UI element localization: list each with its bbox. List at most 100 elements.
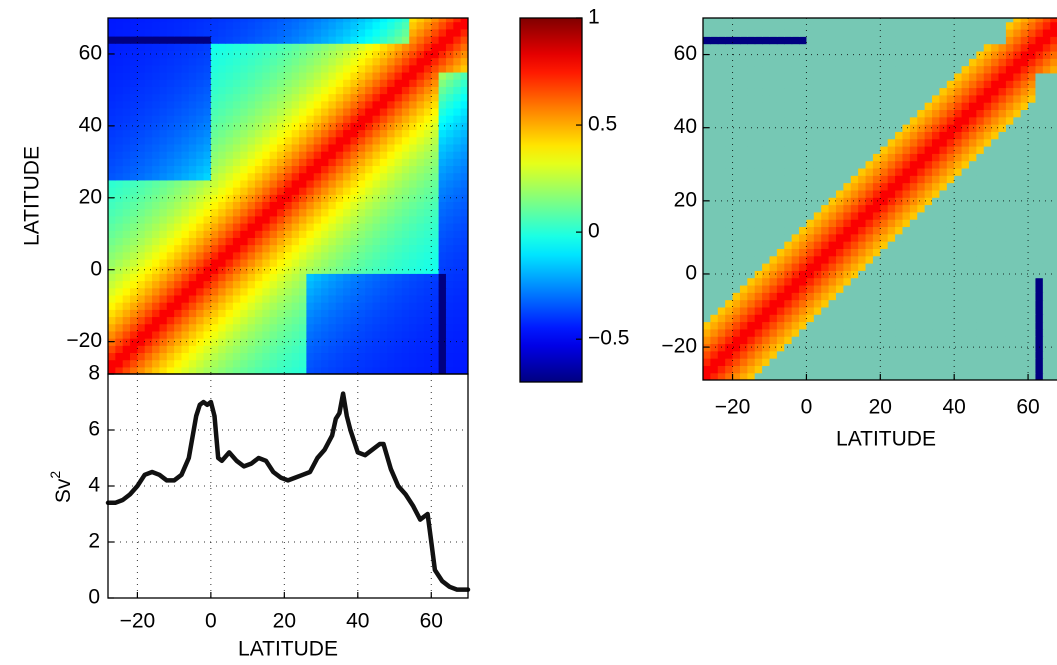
heatmap-cell bbox=[188, 215, 197, 224]
heatmap-cell bbox=[350, 244, 359, 253]
heatmap-cell bbox=[240, 316, 249, 325]
heatmap-cell bbox=[372, 359, 381, 368]
heatmap-cell bbox=[806, 255, 815, 264]
heatmap-cell bbox=[225, 115, 234, 123]
heatmap-cell bbox=[1035, 372, 1044, 380]
heatmap-cell bbox=[1042, 65, 1051, 74]
heatmap-cell bbox=[137, 323, 146, 332]
heatmap-cell bbox=[247, 222, 256, 231]
heatmap-cell bbox=[976, 372, 985, 380]
heatmap-cell bbox=[917, 314, 926, 323]
heatmap-cell bbox=[328, 287, 337, 296]
heatmap-cell bbox=[115, 151, 124, 159]
heatmap-cell bbox=[276, 43, 285, 51]
heatmap-cell bbox=[108, 71, 116, 80]
heatmap-cell bbox=[939, 138, 948, 147]
heatmap-cell bbox=[762, 255, 771, 264]
heatmap-cell bbox=[850, 314, 859, 323]
heatmap-cell bbox=[460, 294, 468, 303]
heatmap-cell bbox=[762, 175, 771, 184]
heatmap-cell bbox=[357, 18, 366, 23]
heatmap-cell bbox=[225, 86, 234, 95]
heatmap-cell bbox=[196, 230, 205, 238]
heatmap-cell bbox=[732, 219, 741, 228]
heatmap-cell bbox=[431, 43, 440, 51]
heatmap-cell bbox=[416, 18, 425, 23]
heatmap-cell bbox=[732, 284, 741, 293]
heatmap-cell bbox=[1035, 160, 1044, 169]
heatmap-cell bbox=[983, 321, 992, 330]
heatmap-cell bbox=[460, 302, 468, 310]
heatmap-cell bbox=[181, 237, 190, 246]
heatmap-cell bbox=[137, 57, 146, 66]
heatmap-cell bbox=[710, 72, 719, 81]
heatmap-cell bbox=[365, 86, 374, 95]
heatmap-cell bbox=[924, 241, 933, 249]
heatmap-cell bbox=[409, 330, 418, 339]
heatmap-cell bbox=[858, 18, 867, 23]
heatmap-cell bbox=[401, 280, 410, 289]
heatmap-cell bbox=[924, 358, 933, 366]
heatmap-cell bbox=[365, 158, 374, 167]
heatmap-cell bbox=[991, 270, 1000, 279]
heatmap-cell bbox=[739, 262, 748, 271]
heatmap-cell bbox=[394, 230, 403, 238]
heatmap-cell bbox=[717, 72, 726, 81]
heatmap-cell bbox=[431, 330, 440, 339]
heatmap-cell bbox=[754, 36, 763, 45]
heatmap-cell bbox=[828, 72, 837, 81]
heatmap-cell bbox=[939, 21, 948, 30]
heatmap-cell bbox=[357, 136, 366, 145]
heatmap-cell bbox=[387, 330, 396, 339]
heatmap-cell bbox=[739, 299, 748, 308]
heatmap-cell bbox=[181, 179, 190, 188]
heatmap-cell bbox=[144, 201, 153, 210]
heatmap-cell bbox=[166, 230, 175, 238]
heatmap-cell bbox=[409, 93, 418, 102]
heatmap-cell bbox=[276, 222, 285, 231]
heatmap-cell bbox=[445, 115, 454, 123]
heatmap-cell bbox=[1028, 372, 1037, 380]
heatmap-cell bbox=[453, 79, 462, 87]
heatmap-cell bbox=[372, 136, 381, 145]
heatmap-cell bbox=[725, 219, 734, 228]
heatmap-cell bbox=[968, 167, 977, 176]
heatmap-cell bbox=[769, 21, 778, 30]
heatmap-cell bbox=[717, 277, 726, 286]
heatmap-cell bbox=[813, 336, 822, 345]
heatmap-cell bbox=[932, 182, 941, 191]
heatmap-cell bbox=[453, 86, 462, 95]
heatmap-cell bbox=[343, 136, 352, 145]
heatmap-cell bbox=[276, 172, 285, 181]
heatmap-cell bbox=[203, 28, 212, 37]
heatmap-cell bbox=[813, 21, 822, 30]
heatmap-cell bbox=[828, 292, 837, 301]
heatmap-cell bbox=[1005, 248, 1014, 257]
heatmap-cell bbox=[122, 158, 131, 167]
heatmap-cell bbox=[909, 314, 918, 323]
heatmap-cell bbox=[828, 109, 837, 118]
heatmap-cell bbox=[843, 365, 852, 374]
heatmap-cell bbox=[254, 57, 263, 66]
heatmap-cell bbox=[291, 179, 300, 188]
heatmap-cell bbox=[460, 158, 468, 167]
heatmap-cell bbox=[159, 179, 168, 188]
heatmap-cell bbox=[983, 270, 992, 279]
heatmap-cell bbox=[776, 233, 785, 242]
heatmap-cell bbox=[813, 365, 822, 374]
heatmap-cell bbox=[976, 365, 985, 374]
heatmap-cell bbox=[460, 273, 468, 282]
heatmap-cell bbox=[828, 153, 837, 162]
heatmap-cell bbox=[865, 58, 874, 67]
heatmap-cell bbox=[872, 284, 881, 293]
heatmap-cell bbox=[983, 102, 992, 111]
heatmap-cell bbox=[843, 131, 852, 140]
heatmap-cell bbox=[306, 100, 315, 109]
heatmap-cell bbox=[218, 323, 227, 332]
heatmap-cell bbox=[1050, 28, 1057, 37]
heatmap-cell bbox=[416, 258, 425, 267]
heatmap-cell bbox=[1020, 306, 1029, 315]
heatmap-cell bbox=[703, 116, 711, 125]
heatmap-cell bbox=[225, 280, 234, 289]
heatmap-cell bbox=[732, 65, 741, 74]
